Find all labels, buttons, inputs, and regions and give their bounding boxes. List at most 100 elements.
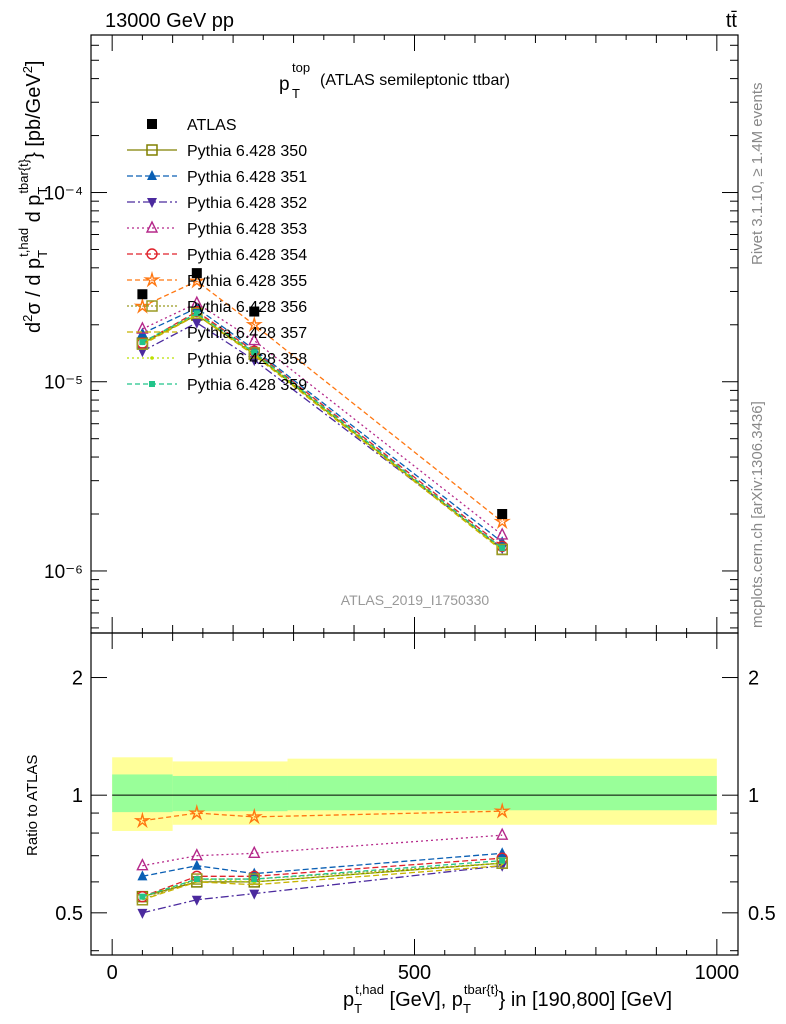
legend-atlas-marker — [147, 119, 157, 129]
series-9-main-point — [193, 310, 200, 317]
atlas-data — [137, 268, 508, 519]
series-9-main-point — [499, 545, 506, 552]
series-1 — [137, 302, 508, 881]
series-6-main-point — [191, 307, 203, 320]
series-6-ratio-point — [248, 873, 261, 885]
series-9-ratio-point — [499, 857, 506, 864]
series-4-main-line — [142, 310, 503, 547]
plot-title: p top T (ATLAS semileptonic ttbar) — [279, 60, 510, 101]
series-7-ratio-line — [142, 865, 503, 901]
plot-title-sup: top — [292, 60, 310, 75]
series-5-ratio-point — [133, 811, 152, 829]
series-5-main-line — [142, 280, 503, 523]
plot-title-rest: (ATLAS semileptonic ttbar) — [320, 72, 510, 89]
series-6-ratio-line — [142, 862, 503, 901]
series-1-ratio-point — [137, 870, 148, 881]
legend-label-5: Pythia 6.428 355 — [187, 273, 307, 290]
atlas-data-point — [497, 508, 508, 519]
series-3-ratio-point — [136, 858, 149, 871]
legend-marker-9 — [149, 381, 155, 387]
series-2-ratio-point — [249, 889, 260, 900]
series-3-ratio-point — [496, 827, 509, 840]
legend-marker-1 — [147, 170, 157, 180]
legend-marker-4 — [146, 248, 158, 260]
legend-label-8: Pythia 6.428 358 — [187, 351, 307, 368]
series-3-main-point — [136, 321, 149, 334]
atlas-data-point — [191, 268, 202, 279]
series-1-ratio-point — [497, 847, 508, 858]
legend-label-0: Pythia 6.428 350 — [187, 143, 307, 160]
series-9-ratio-point — [251, 876, 258, 883]
series-9-main-line — [142, 312, 503, 549]
series-2-ratio-point — [137, 908, 148, 919]
legend-label-9: Pythia 6.428 359 — [187, 377, 307, 394]
series-5-main-point — [245, 315, 263, 333]
main-y-tick-label: 10⁻⁵ — [44, 373, 83, 394]
series-3-main-point — [248, 333, 261, 346]
legend-marker-8 — [150, 356, 154, 360]
rivet-label: Rivet 3.1.10, ≥ 1.4M events — [749, 83, 766, 266]
legend-label-3: Pythia 6.428 353 — [187, 221, 307, 238]
ratio-y-tick-label: 0.5 — [55, 903, 83, 925]
legend-label-4: Pythia 6.428 354 — [187, 247, 307, 264]
band-1-segment-1 — [172, 775, 288, 812]
series-2-main-point — [249, 356, 260, 367]
legend-label-7: Pythia 6.428 357 — [187, 325, 307, 342]
series-2-ratio-point — [191, 895, 202, 906]
series-9 — [139, 310, 506, 900]
legend-label-2: Pythia 6.428 352 — [187, 195, 307, 212]
series-3 — [136, 295, 509, 871]
series-9-ratio-point — [193, 876, 200, 883]
x-tick-label: 0 — [107, 962, 118, 984]
series-2-ratio-point — [497, 861, 508, 872]
series-1-main-line — [142, 307, 503, 543]
series-5-main-point — [493, 512, 511, 530]
series-7-main-line — [142, 314, 503, 552]
x-tick-label: 1000 — [695, 962, 740, 984]
legend-marker-5 — [143, 270, 161, 288]
plot-title-main: p — [279, 74, 290, 95]
analysis-id: ATLAS_2019_I1750330 — [341, 592, 490, 608]
series-5-ratio-line — [142, 810, 503, 822]
legend: ATLAS Pythia 6.428 350 Pythia 6.428 351 Pyt… — [127, 117, 307, 394]
series-5-ratio-point — [493, 802, 511, 819]
series-layer — [133, 268, 511, 919]
svg-text:pTt,had [GeV], pTtbar{t}} in [: pTt,had [GeV], pTtbar{t}} in [190,800] [… — [343, 982, 672, 1016]
atlas-data-point — [249, 306, 260, 317]
series-6-main-point — [496, 543, 508, 556]
ratio-uncertainty-bands — [112, 757, 717, 831]
series-5 — [133, 272, 511, 829]
series-2-main-point — [191, 318, 202, 329]
series-6-ratio-point — [191, 873, 203, 885]
legend-marker-3 — [145, 220, 159, 233]
series-8-main-line — [142, 313, 503, 550]
ratio-y-tick-label: 1 — [72, 785, 83, 807]
series-9-ratio-line — [142, 859, 503, 898]
series-5-ratio-point — [245, 807, 263, 825]
series-1-ratio-point — [191, 859, 202, 870]
series-3-ratio-point — [190, 848, 203, 861]
series-5-main-point — [188, 272, 206, 289]
main-y-tick-label: 10⁻⁶ — [44, 562, 83, 583]
series-9-ratio-point — [139, 893, 146, 900]
ratio-y-tick-label-right: 0.5 — [748, 903, 776, 925]
mcplots-label: mcplots.cern.ch [arXiv:1306.3436] — [749, 401, 766, 628]
series-9-main-point — [139, 339, 146, 346]
legend-marker-0 — [146, 144, 158, 156]
x-axis-label: pTt,had [GeV], pTtbar{t}} in [190,800] [… — [343, 982, 672, 1016]
ratio-y-tick-label-right: 2 — [748, 668, 759, 690]
series-3-ratio-point — [248, 845, 261, 859]
series-5-ratio-point — [188, 804, 206, 821]
ratio-y-tick-label: 2 — [72, 668, 83, 690]
series-1-ratio-point — [249, 867, 260, 878]
legend-marker-2 — [147, 198, 157, 208]
series-3-main-line — [142, 302, 503, 536]
series-7 — [142, 314, 503, 901]
series-6-main-point — [248, 347, 261, 359]
series-6-main-line — [142, 312, 503, 550]
series-2 — [137, 318, 508, 919]
series-1-ratio-line — [142, 852, 503, 877]
legend-atlas-label: ATLAS — [187, 117, 237, 134]
series-2-ratio-line — [142, 865, 503, 914]
